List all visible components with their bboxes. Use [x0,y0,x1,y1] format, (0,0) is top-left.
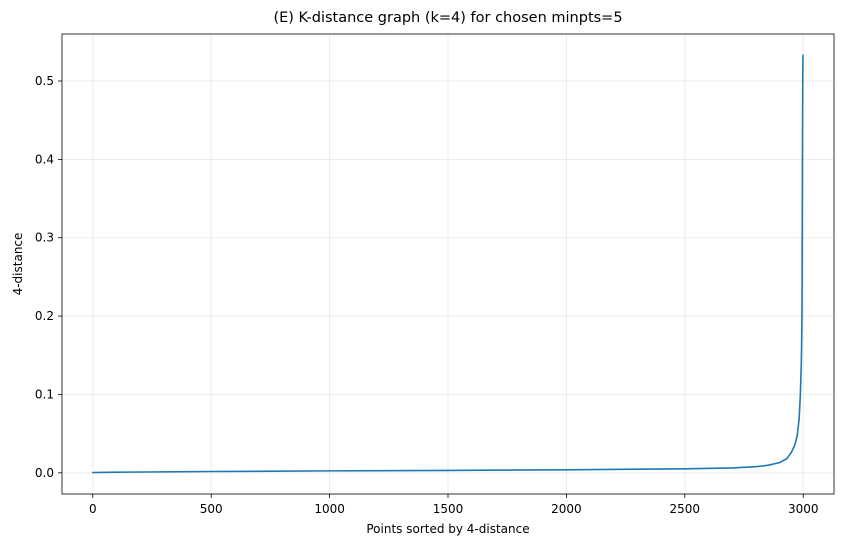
y-axis-label: 4-distance [11,233,25,296]
grid-lines [62,34,834,494]
x-axis-label: Points sorted by 4-distance [366,522,529,536]
axis-ticks: 0 500 1000 1500 2000 2500 3000 0.0 0.1 0.2 0.3 0.4 0… [35,74,819,516]
x-tick-label: 500 [200,502,223,516]
y-tick-label: 0.2 [35,309,54,323]
y-tick-label: 0.0 [35,466,54,480]
y-tick-label: 0.4 [35,152,54,166]
series-line [91,54,804,474]
x-tick-label: 1500 [433,502,464,516]
x-tick-label: 2000 [551,502,582,516]
x-tick-label: 0 [89,502,97,516]
x-tick-label: 3000 [788,502,819,516]
chart-title: (E) K-distance graph (k=4) for chosen mi… [273,10,622,26]
x-tick-label: 1000 [314,502,345,516]
x-tick-label: 2500 [670,502,701,516]
y-tick-label: 0.3 [35,231,54,245]
y-tick-label: 0.1 [35,387,54,401]
series-layer [91,54,804,474]
y-tick-label: 0.5 [35,74,54,88]
